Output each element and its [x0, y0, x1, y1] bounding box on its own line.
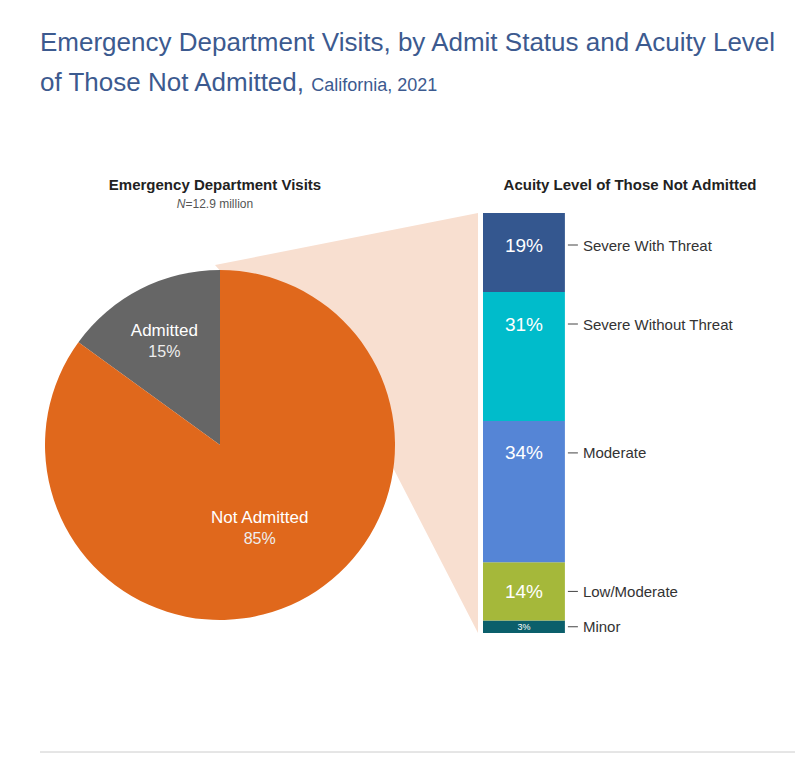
- html-text:Emergency Department Visits, b: Emergency Department Visits, by Admit St…: [40, 27, 776, 97]
- svg-text:19%: 19%: [505, 235, 543, 256]
- svg-text:85%: 85%: [244, 530, 276, 547]
- svg-text:31%: 31%: [505, 314, 543, 335]
- svg-text:Admitted: Admitted: [131, 321, 198, 340]
- svg-text:Minor: Minor: [583, 618, 621, 633]
- svg-text:Acuity Level of Those Not Admi: Acuity Level of Those Not Admitted: [504, 176, 757, 193]
- svg-text:Moderate: Moderate: [583, 444, 646, 461]
- svg-text:Emergency Department Visits: Emergency Department Visits: [109, 176, 321, 193]
- svg-text:15%: 15%: [148, 343, 180, 360]
- svg-text:Not Admitted: Not Admitted: [211, 508, 308, 527]
- svg-text:34%: 34%: [505, 442, 543, 463]
- svg-text:14%: 14%: [505, 581, 543, 602]
- svg-text:Severe Without Threat: Severe Without Threat: [583, 316, 734, 333]
- svg-text:Severe With Threat: Severe With Threat: [583, 237, 713, 254]
- svg-text:N=12.9 million: N=12.9 million: [177, 197, 253, 211]
- svg-text:Low/Moderate: Low/Moderate: [583, 583, 678, 600]
- svg-text:3%: 3%: [517, 622, 530, 632]
